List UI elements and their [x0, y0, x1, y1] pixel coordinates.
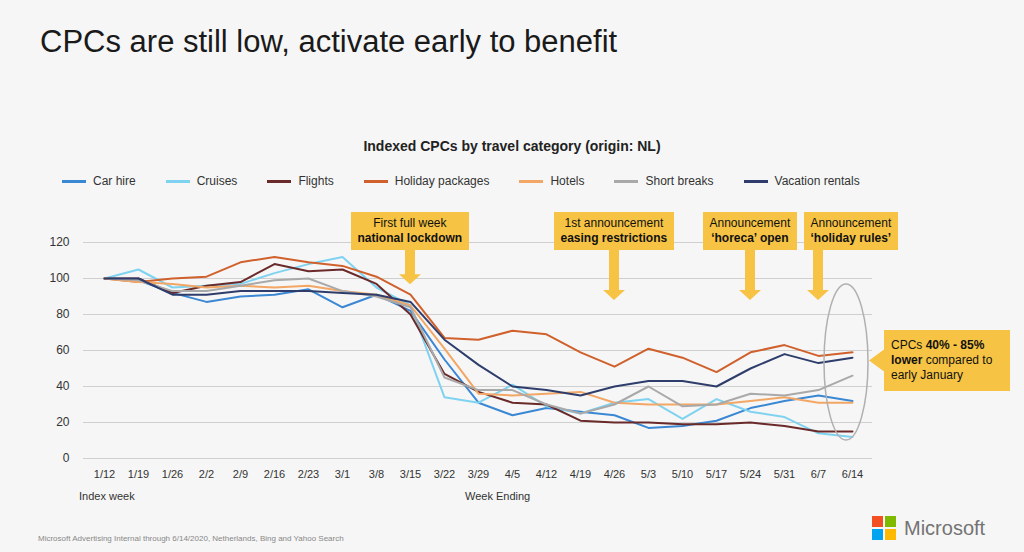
svg-text:1/12: 1/12 — [94, 468, 115, 480]
svg-text:6/14: 6/14 — [842, 468, 863, 480]
svg-text:5/31: 5/31 — [774, 468, 795, 480]
html-text:1st announcement: 1st announcement — [564, 216, 664, 230]
html-text:Microsoft: Microsoft — [904, 516, 986, 539]
html-text:Hotels: Hotels — [550, 174, 585, 188]
html-text:Holiday packages: Holiday packages — [394, 174, 490, 188]
svg-text:4/12: 4/12 — [536, 468, 557, 480]
svg-text:2/16: 2/16 — [264, 468, 285, 480]
svg-text:60: 60 — [56, 343, 70, 357]
svg-text:2/9: 2/9 — [233, 468, 248, 480]
svg-text:20: 20 — [56, 415, 70, 429]
html-text:Car hire: Car hire — [93, 174, 136, 188]
svg-text:100: 100 — [49, 271, 69, 285]
svg-text:2/2: 2/2 — [199, 468, 214, 480]
html-text:Cruises: Cruises — [196, 174, 238, 188]
html-text:Vacation rentals: Vacation rentals — [774, 174, 860, 188]
html-text:Week Ending: Week Ending — [465, 490, 531, 502]
svg-text:3/1: 3/1 — [335, 468, 350, 480]
html-text:Index week: Index week — [79, 490, 135, 502]
svg-text:120: 120 — [49, 235, 69, 249]
svg-text:3/15: 3/15 — [400, 468, 421, 480]
svg-text:3/8: 3/8 — [369, 468, 384, 480]
svg-text:4/26: 4/26 — [604, 468, 625, 480]
svg-text:80: 80 — [56, 307, 70, 321]
svg-text:4/19: 4/19 — [570, 468, 591, 480]
svg-text:1/26: 1/26 — [162, 468, 183, 480]
svg-text:3/29: 3/29 — [468, 468, 489, 480]
svg-text:2/23: 2/23 — [298, 468, 319, 480]
svg-text:5/10: 5/10 — [672, 468, 693, 480]
html-text:‘horeca’ open: ‘horeca’ open — [711, 231, 789, 245]
html-text:‘holiday rules’: ‘holiday rules’ — [810, 231, 892, 245]
svg-text:5/17: 5/17 — [706, 468, 727, 480]
svg-text:6/7: 6/7 — [811, 468, 826, 480]
html-text:Indexed CPCs by travel categor: Indexed CPCs by travel category (origin:… — [363, 138, 661, 154]
html-text:Announcement: Announcement — [810, 216, 892, 230]
svg-text:5/3: 5/3 — [641, 468, 656, 480]
svg-text:5/24: 5/24 — [740, 468, 761, 480]
html-text:easing restrictions: easing restrictions — [560, 231, 668, 245]
html-text:Announcement: Announcement — [709, 216, 791, 230]
svg-text:3/22: 3/22 — [434, 468, 455, 480]
html-text:CPCs 40% - 85% lower compared: CPCs 40% - 85% lower compared to early J… — [891, 338, 993, 382]
html-text:Flights: Flights — [298, 174, 334, 188]
html-text:Microsoft Advertising Internal: Microsoft Advertising Internal through 6… — [38, 534, 344, 543]
html-text:national lockdown: national lockdown — [357, 231, 463, 245]
html-text:CPCs are still low, activate e: CPCs are still low, activate early to be… — [40, 24, 618, 59]
svg-text:40: 40 — [56, 379, 70, 393]
svg-text:4/5: 4/5 — [505, 468, 520, 480]
html-text:Short breaks: Short breaks — [645, 174, 714, 188]
svg-text:0: 0 — [63, 451, 70, 465]
svg-text:1/19: 1/19 — [128, 468, 149, 480]
html-text:First full week: First full week — [373, 216, 447, 230]
